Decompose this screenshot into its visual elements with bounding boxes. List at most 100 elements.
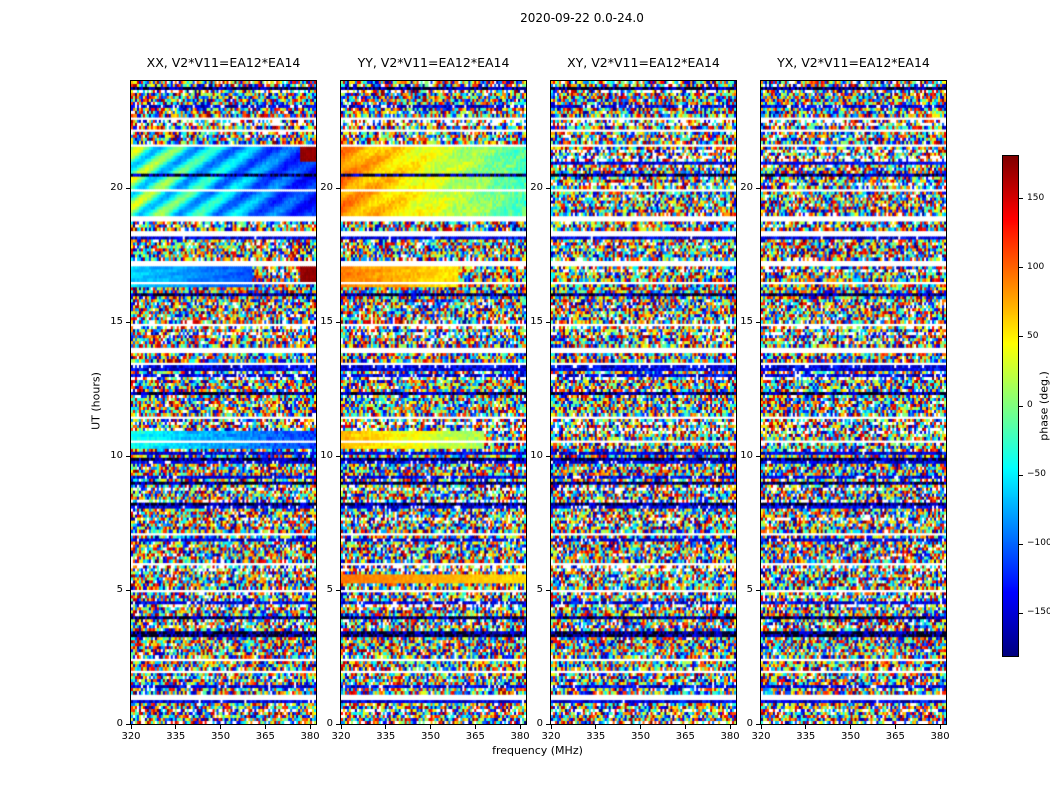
colorbar-tick-label: −100 xyxy=(1027,538,1050,549)
x-tick-label: 365 xyxy=(255,731,275,742)
y-tick-label: 10 xyxy=(320,450,333,462)
panel-title: YY, V2*V11=EA12*EA14 xyxy=(357,55,510,70)
y-tick-mark xyxy=(336,589,340,591)
y-tick-label: 0 xyxy=(326,718,333,729)
x-tick-mark xyxy=(519,725,521,729)
x-tick-label: 380 xyxy=(720,731,740,742)
x-tick-mark xyxy=(309,725,311,729)
colorbar-axis-label: phase (deg.) xyxy=(1037,371,1050,441)
x-tick-mark xyxy=(175,725,177,729)
x-tick-mark xyxy=(760,725,762,729)
heatmap-panel-yx: YX, V2*V11=EA12*EA14 320 335 350 365 380 0 5 10 1… xyxy=(740,55,949,742)
heatmap-panel-yy: YY, V2*V11=EA12*EA14 320 335 350 365 380 0 5 10 1… xyxy=(320,55,529,742)
y-tick-mark xyxy=(336,723,340,725)
x-axis-label: frequency (MHz) xyxy=(492,744,583,757)
x-tick-mark xyxy=(595,725,597,729)
colorbar-gradient-canvas xyxy=(1003,156,1018,656)
y-tick-mark xyxy=(126,723,130,725)
colorbar-tick-label: −150 xyxy=(1027,607,1050,618)
colorbar-tick-mark xyxy=(1019,543,1023,545)
x-tick-label: 380 xyxy=(300,731,320,742)
y-tick-mark xyxy=(546,321,550,323)
y-tick-mark xyxy=(546,723,550,725)
x-tick-mark xyxy=(640,725,642,729)
heatmap-canvas xyxy=(341,81,526,724)
x-tick-mark xyxy=(220,725,222,729)
x-tick-mark xyxy=(729,725,731,729)
y-tick-mark xyxy=(336,187,340,189)
y-tick-mark xyxy=(756,723,760,725)
colorbar-tick-mark xyxy=(1019,612,1023,614)
y-tick-mark xyxy=(126,455,130,457)
x-tick-label: 335 xyxy=(376,731,396,742)
x-tick-label: 320 xyxy=(541,731,561,742)
colorbar-tick-label: 50 xyxy=(1027,330,1039,341)
y-tick-mark xyxy=(756,589,760,591)
y-tick-label: 5 xyxy=(746,584,753,596)
x-tick-label: 380 xyxy=(930,731,950,742)
panel-title: XX, V2*V11=EA12*EA14 xyxy=(146,55,301,70)
x-tick-mark xyxy=(550,725,552,729)
x-tick-mark xyxy=(805,725,807,729)
colorbar: phase (deg.) 150 100 50 0 −50 −100 −150 xyxy=(1002,155,1050,657)
x-tick-label: 350 xyxy=(420,731,441,742)
y-tick-mark xyxy=(756,455,760,457)
colorbar-tick-mark xyxy=(1019,198,1023,200)
y-tick-label: 5 xyxy=(116,584,123,596)
colorbar-tick-label: −50 xyxy=(1027,469,1046,480)
y-tick-label: 15 xyxy=(740,316,753,328)
x-tick-label: 350 xyxy=(840,731,861,742)
x-tick-label: 350 xyxy=(210,731,231,742)
x-tick-label: 380 xyxy=(510,731,530,742)
colorbar-tick-label: 150 xyxy=(1027,192,1045,203)
colorbar-tick-mark xyxy=(1019,267,1023,269)
y-tick-mark xyxy=(126,321,130,323)
y-tick-label: 15 xyxy=(530,316,543,328)
colorbar-tick-label: 100 xyxy=(1027,261,1045,272)
x-tick-label: 335 xyxy=(586,731,606,742)
y-tick-mark xyxy=(126,187,130,189)
x-tick-mark xyxy=(430,725,432,729)
x-tick-mark xyxy=(684,725,686,729)
y-tick-mark xyxy=(546,589,550,591)
x-tick-mark xyxy=(264,725,266,729)
x-tick-mark xyxy=(340,725,342,729)
x-tick-mark xyxy=(850,725,852,729)
y-tick-label: 0 xyxy=(116,718,123,729)
y-tick-mark xyxy=(336,321,340,323)
colorbar-tick-label: 0 xyxy=(1027,400,1033,410)
heatmap-panel-xy: XY, V2*V11=EA12*EA14 320 335 350 365 380 0 5 10 1… xyxy=(530,55,739,742)
x-tick-label: 350 xyxy=(630,731,651,742)
y-tick-label: 20 xyxy=(530,182,543,194)
colorbar-tick-mark xyxy=(1019,336,1023,338)
y-tick-label: 5 xyxy=(536,584,543,596)
heatmap-canvas xyxy=(551,81,736,724)
panel-title: XY, V2*V11=EA12*EA14 xyxy=(567,55,720,70)
y-tick-label: 20 xyxy=(740,182,753,194)
y-tick-mark xyxy=(546,455,550,457)
y-tick-label: 0 xyxy=(746,718,753,729)
figure-title: 2020-09-22 0.0-24.0 xyxy=(520,11,644,25)
x-tick-mark xyxy=(474,725,476,729)
x-tick-mark xyxy=(385,725,387,729)
x-tick-label: 320 xyxy=(751,731,771,742)
y-tick-label: 10 xyxy=(110,450,123,462)
panel-title: YX, V2*V11=EA12*EA14 xyxy=(777,55,930,70)
x-tick-mark xyxy=(894,725,896,729)
y-tick-label: 15 xyxy=(110,316,123,328)
x-tick-label: 365 xyxy=(885,731,905,742)
x-tick-label: 335 xyxy=(796,731,816,742)
colorbar-tick-mark xyxy=(1019,474,1023,476)
x-tick-label: 320 xyxy=(331,731,351,742)
y-tick-mark xyxy=(756,321,760,323)
y-tick-mark xyxy=(126,589,130,591)
y-tick-label: 0 xyxy=(536,718,543,729)
y-axis-label: UT (hours) xyxy=(89,372,103,430)
x-tick-mark xyxy=(939,725,941,729)
y-tick-mark xyxy=(336,455,340,457)
x-tick-label: 335 xyxy=(166,731,186,742)
y-tick-mark xyxy=(546,187,550,189)
y-tick-label: 10 xyxy=(740,450,753,462)
x-tick-label: 365 xyxy=(675,731,695,742)
